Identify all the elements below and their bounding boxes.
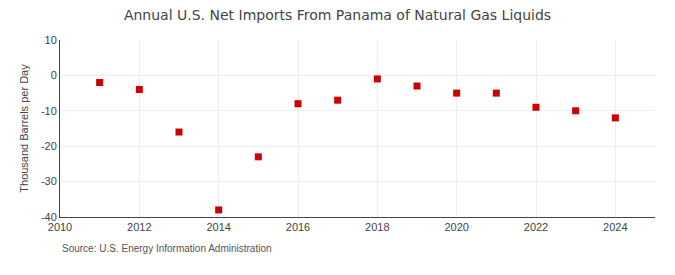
svg-text:Source: U.S. Energy Informatio: Source: U.S. Energy Information Administ…	[62, 243, 272, 254]
svg-text:-10: -10	[41, 105, 57, 117]
svg-text:2014: 2014	[206, 221, 230, 233]
svg-text:2020: 2020	[444, 221, 468, 233]
svg-text:2022: 2022	[524, 221, 548, 233]
svg-text:-20: -20	[41, 140, 57, 152]
svg-text:2024: 2024	[603, 221, 627, 233]
svg-text:Thousand Barrels per Day: Thousand Barrels per Day	[18, 64, 30, 193]
svg-text:-30: -30	[41, 175, 57, 187]
svg-text:2010: 2010	[48, 221, 72, 233]
svg-text:2012: 2012	[127, 221, 151, 233]
svg-text:Annual U.S. Net Imports From P: Annual U.S. Net Imports From Panama of N…	[124, 7, 551, 23]
svg-text:0: 0	[51, 69, 57, 81]
svg-text:2016: 2016	[286, 221, 310, 233]
svg-text:-40: -40	[41, 211, 57, 223]
svg-text:2018: 2018	[365, 221, 389, 233]
svg-text:10: 10	[45, 34, 57, 46]
